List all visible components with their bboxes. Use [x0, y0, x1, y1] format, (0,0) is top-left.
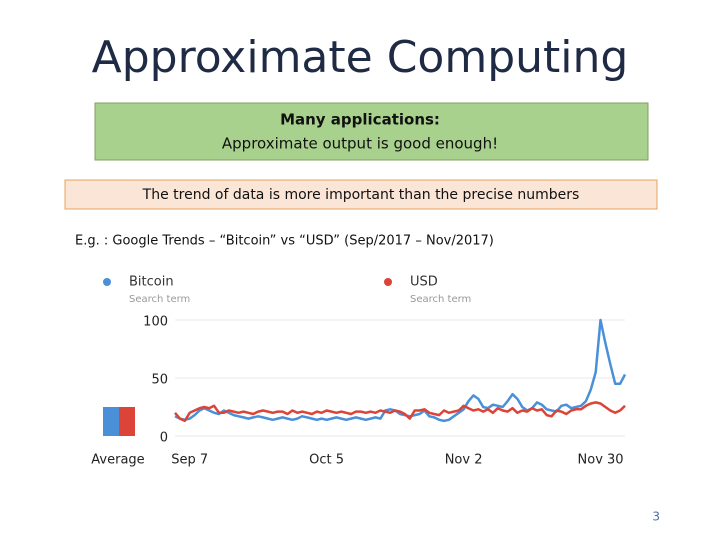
legend-subtitle: Search term	[410, 294, 471, 305]
legend-marker	[384, 278, 392, 286]
caption: E.g. : Google Trends – “Bitcoin” vs “USD…	[75, 234, 494, 249]
slide-title: Approximate Computing	[92, 32, 629, 83]
y-tick-label: 0	[160, 431, 168, 446]
y-tick-label: 50	[151, 373, 168, 388]
legend-label: Bitcoin	[129, 275, 174, 290]
page-number: 3	[652, 510, 660, 524]
note-box	[64, 179, 658, 210]
x-tick-label: Sep 7	[171, 453, 208, 468]
series-line	[174, 401, 626, 423]
note-text: The trend of data is more important than…	[142, 187, 580, 203]
x-tick-label: Oct 5	[309, 453, 344, 468]
box-text: Many applications:	[280, 111, 440, 129]
legend-label: USD	[410, 275, 438, 290]
x-tick-label: Nov 2	[445, 453, 483, 468]
chart: 0 50 100 Sep 7 Oct 5 Nov 2 Nov 30 Average Bitcoi…	[91, 275, 627, 468]
box-text: Approximate output is good enough!	[222, 135, 498, 153]
y-tick-label: 100	[143, 315, 168, 330]
x-tick-label: Nov 30	[578, 453, 624, 468]
series-line	[174, 318, 627, 423]
legend-subtitle: Search term	[129, 294, 190, 305]
average-label: Average	[91, 453, 144, 468]
legend-marker	[103, 278, 111, 286]
average-bar	[119, 407, 135, 436]
highlight-box	[94, 102, 649, 161]
average-bar	[103, 407, 119, 436]
